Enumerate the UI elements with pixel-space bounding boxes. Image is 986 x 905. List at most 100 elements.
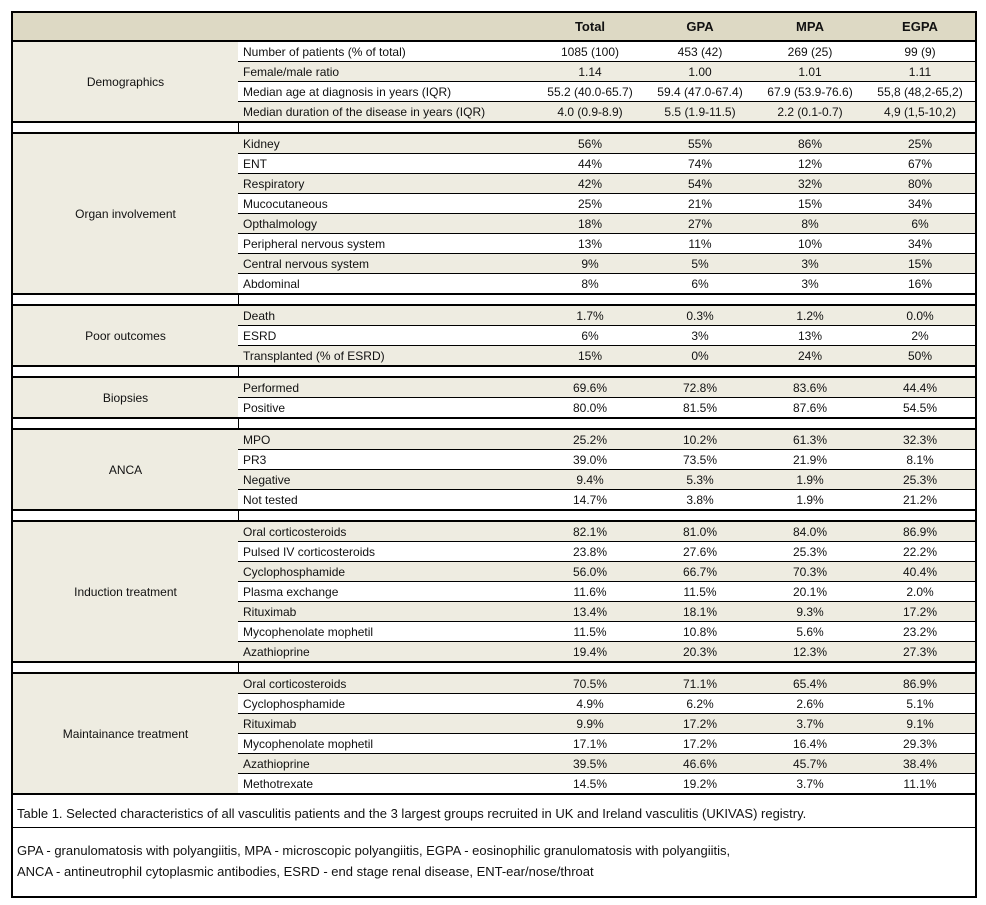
- row-value: 67%: [907, 156, 933, 171]
- table-row: Negative 9.4% 5.3% 1.9% 25.3%: [238, 470, 975, 490]
- row-value: 16%: [907, 276, 933, 291]
- row-attribute: Plasma exchange: [243, 584, 339, 599]
- row-value: 269 (25): [787, 44, 833, 59]
- row-attribute: Respiratory: [243, 176, 305, 191]
- row-value: 14.5%: [572, 776, 608, 791]
- row-value: 1085 (100): [560, 44, 620, 59]
- row-value: 19.2%: [682, 776, 718, 791]
- section-label: ANCA: [13, 430, 238, 509]
- row-value: 65.4%: [792, 676, 828, 691]
- row-value: 34%: [907, 236, 933, 251]
- row-value: 61.3%: [792, 432, 828, 447]
- row-value: 69.6%: [572, 380, 608, 395]
- column-header: GPA: [686, 19, 714, 34]
- row-attribute: Kidney: [243, 136, 280, 151]
- table-row: Median age at diagnosis in years (IQR) 5…: [238, 82, 975, 102]
- row-value: 32.3%: [902, 432, 938, 447]
- row-values: 39.5% 46.6% 45.7% 38.4%: [535, 757, 975, 771]
- row-value: 8%: [801, 216, 819, 231]
- row-value: 39.5%: [572, 756, 608, 771]
- table-row: Rituximab 13.4% 18.1% 9.3% 17.2%: [238, 602, 975, 622]
- table-row: Positive 80.0% 81.5% 87.6% 54.5%: [238, 398, 975, 417]
- row-value: 1.14: [578, 64, 602, 79]
- row-value: 17.2%: [682, 736, 718, 751]
- section-label: Demographics: [13, 42, 238, 121]
- row-value: 3%: [801, 256, 819, 271]
- table-row: Peripheral nervous system 13% 11% 10% 34%: [238, 234, 975, 254]
- row-values: 9.9% 17.2% 3.7% 9.1%: [535, 717, 975, 731]
- row-value: 6%: [911, 216, 929, 231]
- row-value: 9.3%: [796, 604, 824, 619]
- row-values: 23.8% 27.6% 25.3% 22.2%: [535, 545, 975, 559]
- table-section: Demographics Number of patients (% of to…: [13, 42, 975, 121]
- row-value: 0.0%: [906, 308, 934, 323]
- row-value: 1.2%: [796, 308, 824, 323]
- spacer-divider: [13, 367, 239, 376]
- row-attribute: Death: [243, 308, 276, 323]
- table-row: Number of patients (% of total) 1085 (10…: [238, 42, 975, 62]
- row-value: 44.4%: [902, 380, 938, 395]
- row-value: 55,8 (48,2-65,2): [877, 84, 963, 99]
- table-row: Cyclophosphamide 56.0% 66.7% 70.3% 40.4%: [238, 562, 975, 582]
- section-label: Maintainance treatment: [13, 674, 238, 793]
- row-attribute: MPO: [243, 432, 271, 447]
- table-row: Oral corticosteroids 82.1% 81.0% 84.0% 86.9…: [238, 522, 975, 542]
- row-value: 13%: [577, 236, 603, 251]
- row-value: 6.2%: [686, 696, 714, 711]
- row-values: 44% 74% 12% 67%: [535, 157, 975, 171]
- row-value: 86%: [797, 136, 823, 151]
- spacer-divider: [13, 511, 239, 520]
- row-value: 20.1%: [792, 584, 828, 599]
- row-value: 27.3%: [902, 644, 938, 659]
- table-row: Median duration of the disease in years …: [238, 102, 975, 121]
- row-value: 4.9%: [576, 696, 604, 711]
- row-value: 84.0%: [792, 524, 828, 539]
- row-attribute: Median duration of the disease in years …: [243, 104, 486, 119]
- row-attribute: Cyclophosphamide: [243, 696, 346, 711]
- table-row: Azathioprine 19.4% 20.3% 12.3% 27.3%: [238, 642, 975, 661]
- table-row: Female/male ratio 1.14 1.00 1.01 1.11: [238, 62, 975, 82]
- row-value: 15%: [797, 196, 823, 211]
- row-value: 3.7%: [796, 716, 824, 731]
- table-row: Cyclophosphamide 4.9% 6.2% 2.6% 5.1%: [238, 694, 975, 714]
- row-value: 23.2%: [902, 624, 938, 639]
- row-value: 1.11: [908, 64, 932, 79]
- row-value: 11.5%: [573, 624, 607, 639]
- row-values: 1.7% 0.3% 1.2% 0.0%: [535, 309, 975, 323]
- row-value: 9.9%: [576, 716, 604, 731]
- row-value: 54.5%: [902, 400, 938, 415]
- row-attribute: Azathioprine: [243, 756, 310, 771]
- row-attribute: Number of patients (% of total): [243, 44, 406, 59]
- row-value: 83.6%: [792, 380, 828, 395]
- row-value: 21%: [687, 196, 713, 211]
- row-values: 13.4% 18.1% 9.3% 17.2%: [535, 605, 975, 619]
- column-header: MPA: [796, 19, 824, 34]
- table-body: Demographics Number of patients (% of to…: [13, 42, 975, 793]
- row-values: 39.0% 73.5% 21.9% 8.1%: [535, 453, 975, 467]
- row-value: 86.9%: [902, 524, 938, 539]
- row-value: 4.0 (0.9-8.9): [557, 104, 623, 119]
- section-rows: Oral corticosteroids 70.5% 71.1% 65.4% 86.9…: [238, 674, 975, 793]
- table-row: Central nervous system 9% 5% 3% 15%: [238, 254, 975, 274]
- row-values: 1085 (100) 453 (42) 269 (25) 99 (9): [535, 45, 975, 59]
- row-values: 14.5% 19.2% 3.7% 11.1%: [535, 777, 975, 791]
- row-value: 3%: [801, 276, 819, 291]
- row-value: 11.5%: [683, 584, 717, 599]
- row-value: 11.6%: [573, 584, 607, 599]
- row-attribute: Median age at diagnosis in years (IQR): [243, 84, 452, 99]
- row-values: 9% 5% 3% 15%: [535, 257, 975, 271]
- row-value: 16.4%: [792, 736, 828, 751]
- table-row: Methotrexate 14.5% 19.2% 3.7% 11.1%: [238, 774, 975, 793]
- row-values: 15% 0% 24% 50%: [535, 349, 975, 363]
- row-value: 45.7%: [792, 756, 828, 771]
- row-value: 1.9%: [796, 492, 824, 507]
- row-value: 6%: [581, 328, 599, 343]
- row-attribute: Mycophenolate mophetil: [243, 736, 374, 751]
- row-value: 44%: [577, 156, 603, 171]
- table-row: Respiratory 42% 54% 32% 80%: [238, 174, 975, 194]
- table-row: Mucocutaneous 25% 21% 15% 34%: [238, 194, 975, 214]
- section-spacer: [13, 121, 975, 134]
- spacer-divider: [13, 663, 239, 672]
- row-attribute: Methotrexate: [243, 776, 314, 791]
